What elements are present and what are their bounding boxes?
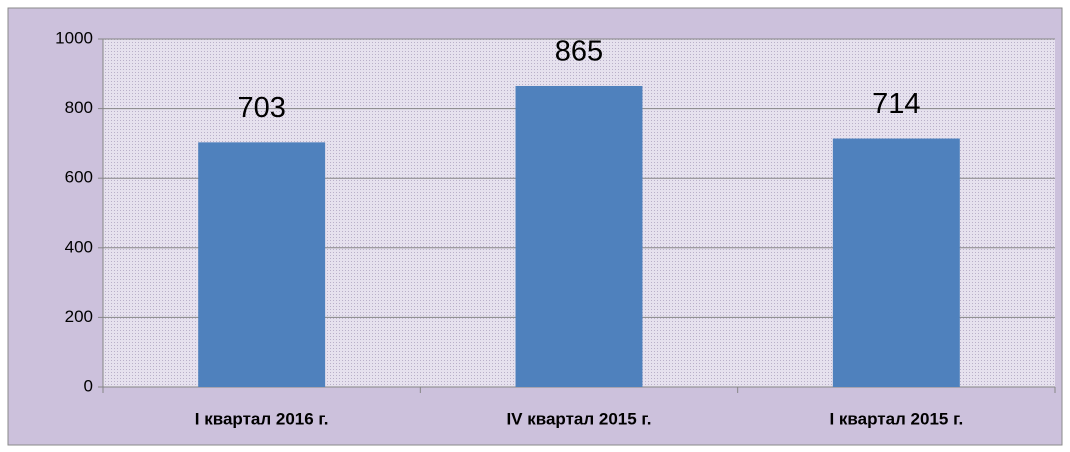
y-tick-label: 200: [65, 307, 93, 326]
y-tick-label: 800: [65, 98, 93, 117]
bar: [515, 85, 643, 387]
x-tick-label: IV квартал 2015 г.: [506, 409, 651, 428]
x-tick-label: I квартал 2015 г.: [829, 409, 963, 428]
x-tick-label: I квартал 2016 г.: [195, 409, 329, 428]
y-tick-label: 600: [65, 168, 93, 187]
y-tick-label: 1000: [55, 28, 93, 47]
data-label: 865: [555, 36, 603, 68]
data-label: 714: [872, 88, 920, 120]
bar: [198, 142, 326, 387]
bar: [832, 138, 960, 387]
y-tick-label: 0: [84, 376, 93, 395]
data-label: 703: [237, 92, 285, 124]
y-tick-label: 400: [65, 237, 93, 256]
